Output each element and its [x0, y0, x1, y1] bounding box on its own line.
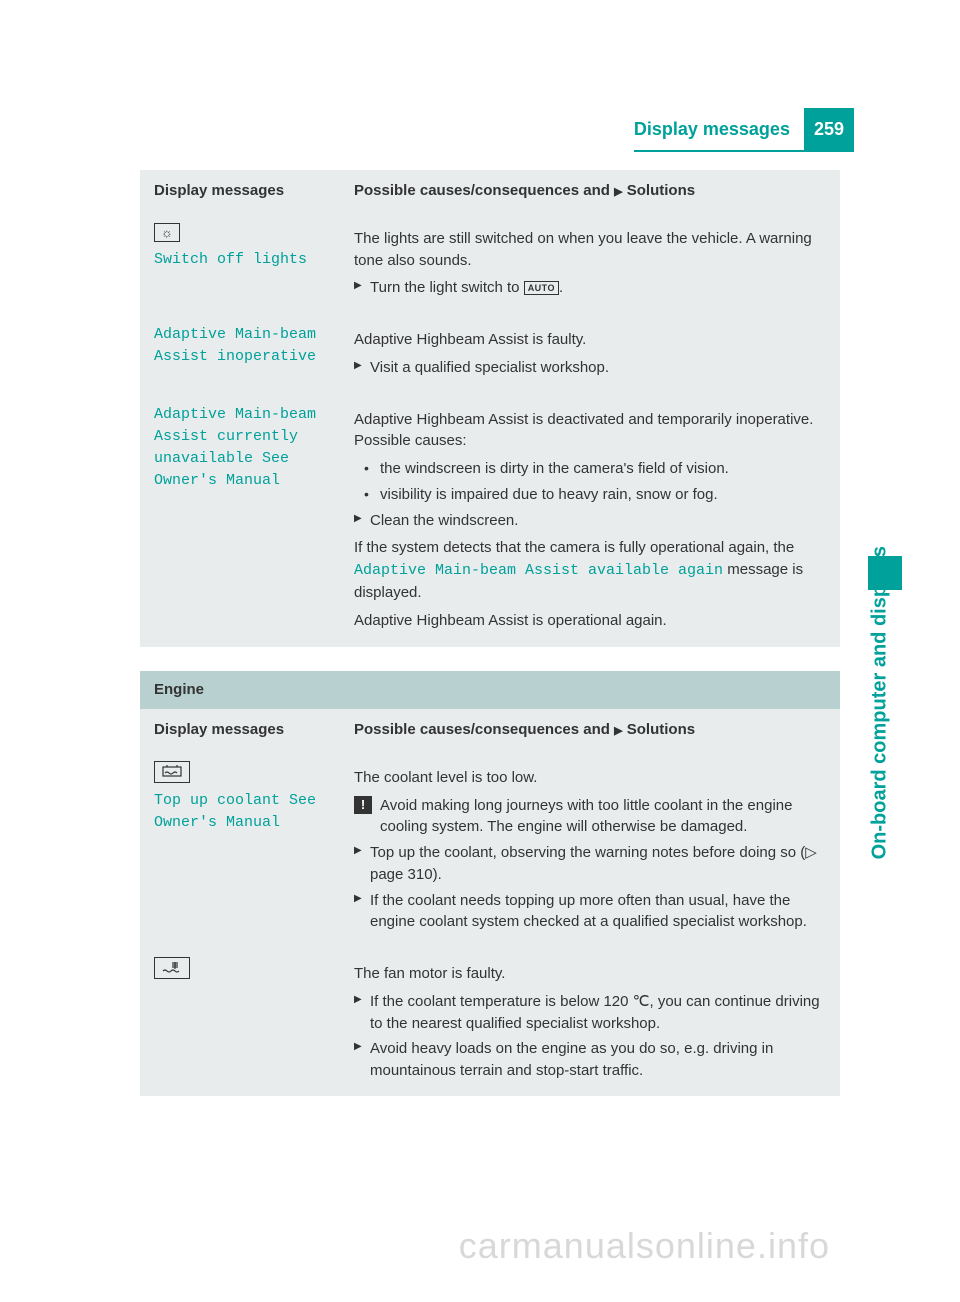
paragraph: Adaptive Highbeam Assist is deactivated … [354, 409, 826, 453]
bullet-item: the windscreen is dirty in the camera's … [364, 458, 826, 480]
side-tab: On-board computer and displays [866, 162, 898, 582]
paragraph: The fan motor is faulty. [354, 963, 826, 985]
messages-table-engine: Display messages Possible causes/consequ… [140, 709, 840, 1096]
table-header-row: Display messages Possible causes/consequ… [140, 170, 840, 212]
paragraph: If the system detects that the camera is… [354, 537, 826, 603]
cell-display: Top up coolant See Owner's Manual [140, 751, 340, 947]
th-display: Display messages [140, 170, 340, 212]
warning-item: Avoid making long journeys with too litt… [354, 795, 826, 839]
side-tab-label: On-board computer and displays [865, 546, 894, 859]
cell-solution: Adaptive Highbeam Assist is faulty. Visi… [340, 313, 840, 393]
step-pre: Top up the coolant, observing the warnin… [370, 844, 805, 861]
display-message: Adaptive Main-beam Assist inoperative [154, 326, 316, 365]
side-tab-marker [868, 556, 902, 590]
coolant-svg [161, 764, 183, 778]
step-post: ). [433, 866, 442, 883]
cell-display: Adaptive Main-beam Assist inoperative [140, 313, 340, 393]
th-text-a: Possible causes/consequences and [354, 182, 614, 199]
th-display: Display messages [140, 709, 340, 751]
auto-icon: AUTO [524, 281, 559, 295]
cell-display [140, 947, 340, 1096]
fan-icon [154, 957, 190, 979]
step-item: If the coolant needs topping up more oft… [354, 890, 826, 934]
step-item: Avoid heavy loads on the engine as you d… [354, 1038, 826, 1082]
step-item: Clean the windscreen. [354, 510, 826, 532]
manual-page: Display messages 259 On-board computer a… [0, 0, 960, 1302]
page-number: 259 [804, 108, 854, 152]
th-text-a: Possible causes/consequences and [354, 721, 614, 738]
messages-table-lights: Display messages Possible causes/consequ… [140, 170, 840, 647]
step-item: Visit a qualified specialist workshop. [354, 357, 826, 379]
watermark: carmanualsonline.info [459, 1220, 830, 1272]
display-message: Switch off lights [154, 251, 307, 268]
th-solutions: Possible causes/consequences and ▶ Solut… [340, 170, 840, 212]
inline-message: Adaptive Main-beam Assist available agai… [354, 562, 723, 579]
step-item: Turn the light switch to AUTO. [354, 277, 826, 299]
step-text-post: . [559, 279, 563, 296]
table-row: Adaptive Main-beam Assist inoperative Ad… [140, 313, 840, 393]
display-message: Top up coolant See Owner's Manual [154, 792, 316, 831]
cell-display: Adaptive Main-beam Assist currently unav… [140, 393, 340, 648]
table-row: Top up coolant See Owner's Manual The co… [140, 751, 840, 947]
cell-solution: The lights are still switched on when yo… [340, 212, 840, 313]
step-item: If the coolant temperature is below 120 … [354, 991, 826, 1035]
table-row: Adaptive Main-beam Assist currently unav… [140, 393, 840, 648]
page-header: Display messages 259 [634, 108, 854, 152]
table-row: The fan motor is faulty. If the coolant … [140, 947, 840, 1096]
paragraph: The lights are still switched on when yo… [354, 228, 826, 272]
fan-svg [161, 960, 183, 974]
lights-icon: ☼ [154, 223, 180, 242]
paragraph: Adaptive Highbeam Assist is operational … [354, 610, 826, 632]
cell-solution: The coolant level is too low. Avoid maki… [340, 751, 840, 947]
coolant-icon [154, 761, 190, 783]
th-text-b: Solutions [623, 182, 696, 199]
paragraph: The coolant level is too low. [354, 767, 826, 789]
step-item: Top up the coolant, observing the warnin… [354, 842, 826, 886]
paragraph: Adaptive Highbeam Assist is faulty. [354, 329, 826, 351]
bullet-item: visibility is impaired due to heavy rain… [364, 484, 826, 506]
th-text-b: Solutions [623, 721, 696, 738]
table-header-row: Display messages Possible causes/consequ… [140, 709, 840, 751]
display-message: Adaptive Main-beam Assist currently unav… [154, 406, 316, 490]
cell-display: ☼ Switch off lights [140, 212, 340, 313]
section-header-engine: Engine [140, 671, 840, 709]
para-pre: If the system detects that the camera is… [354, 539, 794, 556]
th-solutions: Possible causes/consequences and ▶ Solut… [340, 709, 840, 751]
table-row: ☼ Switch off lights The lights are still… [140, 212, 840, 313]
icon-glyph: ☼ [161, 225, 173, 240]
content-area: Display messages Possible causes/consequ… [140, 170, 840, 1096]
cell-solution: Adaptive Highbeam Assist is deactivated … [340, 393, 840, 648]
step-text-pre: Turn the light switch to [370, 279, 524, 296]
header-title: Display messages [634, 108, 804, 152]
cell-solution: The fan motor is faulty. If the coolant … [340, 947, 840, 1096]
